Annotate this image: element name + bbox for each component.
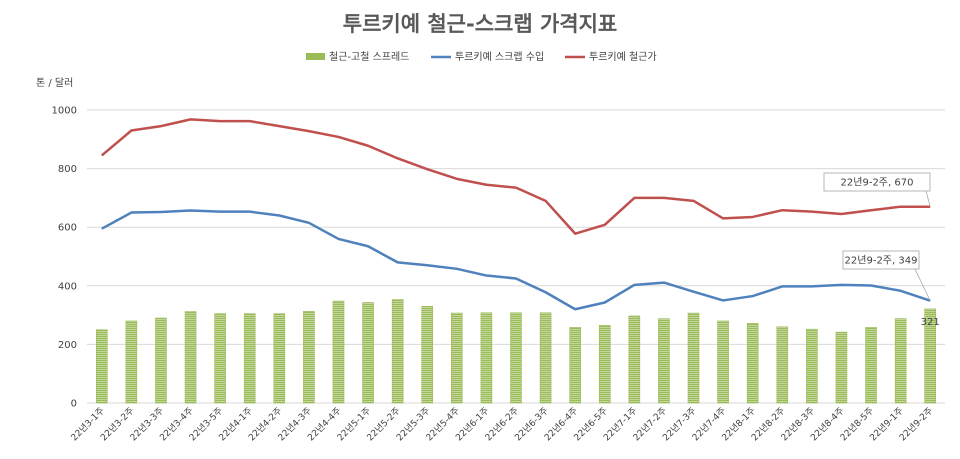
legend-label-rebar-price: 투르키예 철근가 xyxy=(589,51,657,63)
bar-spread xyxy=(125,320,138,404)
y-tick-label: 0 xyxy=(71,399,77,410)
callout-box xyxy=(823,172,931,192)
y-tick-label: 200 xyxy=(58,340,77,351)
line-rebar-price xyxy=(100,118,931,235)
bar-spread xyxy=(717,320,729,404)
bar-spread xyxy=(510,312,522,404)
bar-spread xyxy=(391,299,404,404)
bar-spread xyxy=(865,327,877,404)
y-tick-label: 600 xyxy=(58,223,77,234)
bar-spread xyxy=(658,318,670,404)
bar-spread xyxy=(687,312,700,404)
legend: 철근-고철 스프레드 투르키예 스크랩 수입 투르키예 철근가 xyxy=(306,50,657,63)
bar-spread xyxy=(569,327,581,404)
bar-spread xyxy=(95,329,108,404)
y-tick-label: 400 xyxy=(58,281,77,292)
x-axis-ticks: 22년3-1주22년3-2주22년3-3주22년3-4주22년3-5주22년4-… xyxy=(69,405,935,443)
bar-spread xyxy=(303,310,315,404)
callout-box xyxy=(842,250,920,270)
bar-spread xyxy=(480,312,493,404)
bar-spread xyxy=(628,315,641,404)
callout-leader xyxy=(914,268,931,301)
callout-label: 22년9-2주, 349 xyxy=(845,255,918,267)
bar-spread xyxy=(835,331,848,404)
chart-title: 투르키예 철근-스크랩 가격지표 xyxy=(343,12,618,36)
bar-spread xyxy=(155,317,167,404)
legend-label-scrap-import: 투르키예 스크랩 수입 xyxy=(455,50,544,63)
y-tick-label: 800 xyxy=(58,164,77,175)
line-series xyxy=(100,118,931,311)
bar-spread xyxy=(894,318,907,404)
callout-label: 22년9-2주, 670 xyxy=(841,177,914,189)
bar-spread xyxy=(924,308,937,404)
line-scrap-import xyxy=(101,209,931,311)
bar-spread xyxy=(539,312,552,404)
legend-label-spread: 철근-고철 스프레드 xyxy=(329,51,409,63)
y-axis-ticks: 0 200 400 600 800 1000 xyxy=(52,106,77,410)
bar-spread xyxy=(806,328,818,404)
bar-spread xyxy=(746,323,759,404)
y-axis-unit-label: 톤 / 달러 xyxy=(36,77,73,89)
annotations: 22년9-2주, 670 22년9-2주, 349 321 xyxy=(823,172,940,328)
bar-spread xyxy=(184,311,197,404)
bar-spread xyxy=(451,312,463,404)
bar-spread xyxy=(214,313,226,404)
bar-series-spread xyxy=(95,299,937,404)
bar-spread xyxy=(243,313,256,404)
legend-swatch-spread xyxy=(306,53,325,60)
bar-spread xyxy=(273,313,286,404)
bar-spread xyxy=(332,300,345,404)
bar-spread xyxy=(598,325,611,404)
bar-data-label: 321 xyxy=(921,317,940,328)
bar-spread xyxy=(362,302,374,404)
bar-spread xyxy=(776,326,789,404)
bar-spread xyxy=(421,306,434,404)
callout-leader xyxy=(925,190,931,207)
y-tick-label: 1000 xyxy=(52,106,77,117)
